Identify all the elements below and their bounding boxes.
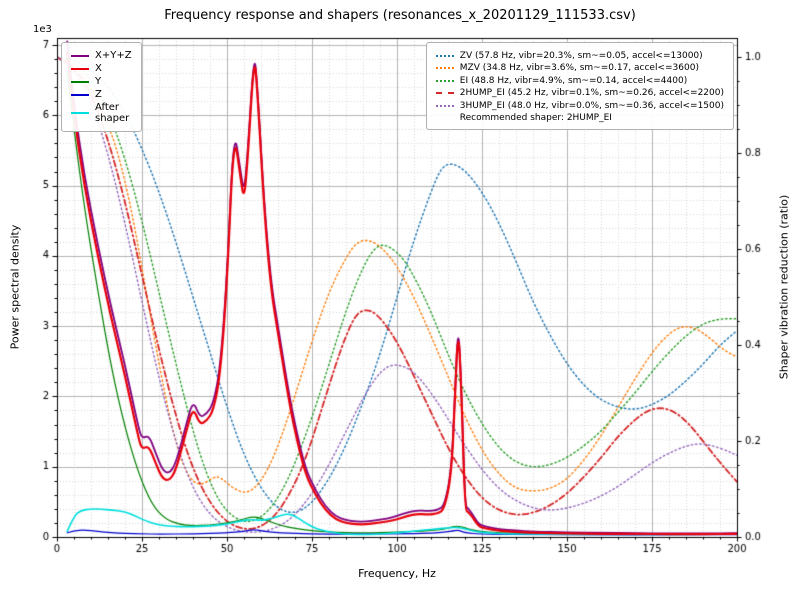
x-line-sample: [71, 67, 89, 70]
legend-item-x: X: [71, 63, 132, 74]
recommended-shaper-note: Recommended shaper: 2HUMP_EI: [459, 113, 612, 123]
y-line-sample: [71, 80, 89, 83]
2hump-ei-line-sample: [435, 92, 454, 94]
legend-item-mzv: MZV (34.8 Hz, vibr=3.6%, sm~=0.17, accel…: [435, 63, 724, 73]
legend-label: X: [95, 63, 102, 74]
legend-label: X+Y+Z: [95, 50, 132, 61]
legend-item-sum: X+Y+Z: [71, 50, 132, 61]
left-axis-offset-text: 1e3: [33, 24, 52, 35]
legend-label: Z: [95, 89, 102, 100]
ei-line-sample: [435, 79, 454, 82]
shaper-legend: ZV (57.8 Hz, vibr=20.3%, sm~=0.05, accel…: [425, 42, 734, 130]
legend-label: Y: [95, 76, 102, 87]
legend-item-zv: ZV (57.8 Hz, vibr=20.3%, sm~=0.05, accel…: [435, 50, 724, 61]
legend-label: 3HUMP_EI (48.0 Hz, vibr=0.0%, sm~=0.36, …: [459, 100, 724, 111]
mzv-line-sample: [435, 67, 454, 69]
legend-item-3hump-ei: 3HUMP_EI (48.0 Hz, vibr=0.0%, sm~=0.36, …: [435, 100, 724, 111]
psd-legend: X+Y+Z X Y Z After shaper: [61, 42, 142, 132]
chart-title: Frequency response and shapers (resonanc…: [164, 8, 636, 23]
legend-label: MZV (34.8 Hz, vibr=3.6%, sm~=0.17, accel…: [459, 63, 699, 73]
legend-item-z: Z: [71, 89, 132, 100]
legend-item-ei: EI (48.8 Hz, vibr=4.9%, sm~=0.14, accel<…: [435, 75, 724, 86]
x-axis-label: Frequency, Hz: [358, 567, 436, 580]
right-y-axis-label: Shaper vibration reduction (ratio): [777, 194, 791, 380]
zv-line-sample: [435, 54, 454, 57]
legend-label: 2HUMP_EI (45.2 Hz, vibr=0.1%, sm~=0.26, …: [459, 88, 724, 98]
legend-label: ZV (57.8 Hz, vibr=20.3%, sm~=0.05, accel…: [459, 50, 703, 61]
legend-label: EI (48.8 Hz, vibr=4.9%, sm~=0.14, accel<…: [459, 75, 688, 86]
legend-label: After shaper: [95, 102, 130, 124]
left-y-axis-label: Power spectral density: [8, 224, 22, 350]
z-line-sample: [71, 93, 89, 96]
legend-item-2hump-ei: 2HUMP_EI (45.2 Hz, vibr=0.1%, sm~=0.26, …: [435, 88, 724, 98]
3hump-ei-line-sample: [435, 104, 454, 107]
legend-item-after-shaper: After shaper: [71, 102, 132, 124]
after-shaper-line-sample: [71, 112, 89, 114]
sum-line-sample: [71, 54, 89, 57]
legend-item-y: Y: [71, 76, 132, 87]
